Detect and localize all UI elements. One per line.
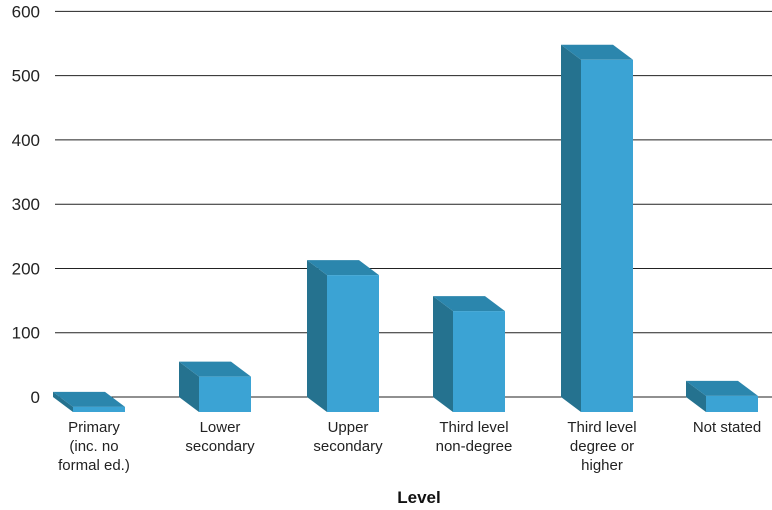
x-category-label: Third level non-degree: [436, 419, 513, 455]
x-category-label: Not stated: [693, 419, 761, 436]
bar: [686, 380, 758, 412]
bar-top: [433, 296, 505, 312]
bar-top: [686, 380, 758, 396]
bar-side: [179, 361, 199, 412]
x-axis-title: Level: [397, 488, 440, 507]
y-tick-label: 300: [12, 195, 40, 214]
bar-front: [706, 395, 758, 412]
y-tick-label: 0: [31, 388, 40, 407]
bar: [433, 296, 505, 412]
y-axis-ticks: 0 100 200 300 400 500 600: [12, 2, 40, 407]
x-category-label: Primary (inc. no formal ed.): [58, 419, 130, 474]
bar-side: [561, 44, 581, 412]
bar-front: [453, 311, 505, 412]
x-category-label: Lower secondary: [185, 419, 255, 455]
bar-top: [179, 361, 251, 377]
bar-front: [199, 376, 251, 412]
x-category-label: Upper secondary: [313, 419, 383, 455]
x-axis-category-labels: Primary (inc. no formal ed.) Lower secondary…: [58, 419, 761, 474]
y-tick-label: 500: [12, 67, 40, 86]
bar-front: [327, 275, 379, 412]
bar-side: [686, 380, 706, 412]
bar: [307, 260, 379, 412]
bar: [561, 44, 633, 412]
bar-top: [561, 44, 633, 60]
bar-top: [307, 260, 379, 276]
bar-side: [307, 260, 327, 412]
bar-side: [433, 296, 453, 412]
bars: [53, 44, 758, 412]
bar-front: [73, 406, 125, 412]
x-category-label: Third level degree or higher: [567, 419, 636, 474]
bar-side: [53, 391, 73, 412]
y-tick-label: 100: [12, 324, 40, 343]
bar: [179, 361, 251, 412]
y-tick-label: 400: [12, 131, 40, 150]
bar: [53, 391, 125, 412]
y-tick-label: 600: [12, 2, 40, 21]
bar-front: [581, 59, 633, 412]
y-tick-label: 200: [12, 259, 40, 278]
gridlines: [55, 10, 772, 398]
bar-top: [53, 391, 125, 407]
